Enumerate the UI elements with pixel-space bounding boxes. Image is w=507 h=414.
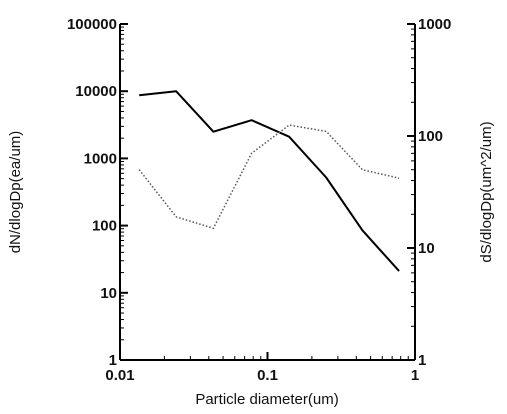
y2-tick-label: 1	[418, 352, 426, 369]
x-tick-label: 1	[411, 367, 419, 384]
y-tick-label: 1000	[84, 150, 117, 167]
x-tick-label: 0.1	[257, 367, 278, 384]
y-tick-label: 100	[92, 218, 117, 235]
minor-ticks	[120, 26, 415, 360]
y-tick-label: 100000	[67, 16, 117, 33]
x-tick-label: 0.01	[105, 367, 134, 384]
series-layer	[138, 90, 400, 272]
x-axis-title: Particle diameter(um)	[195, 391, 338, 408]
series-line-dN	[139, 90, 400, 272]
y2-tick-label: 10	[418, 240, 435, 257]
y-axis-title: dN/dlogDp(ea/um)	[7, 131, 24, 254]
y2-tick-label: 100	[418, 128, 443, 145]
y2-axis-title: dS/dlogDp(um^2/um)	[478, 121, 495, 262]
tick-labels: 1 10 100 1000 10000 100000 1 10 100 1000 0.01 0.1 1	[67, 16, 451, 384]
y-tick-label: 10	[100, 285, 117, 302]
y-tick-label: 10000	[75, 83, 117, 100]
major-ticks	[119, 23, 416, 361]
y-tick-label: 1	[109, 352, 117, 369]
series-line-dS	[138, 124, 400, 230]
y2-tick-label: 1000	[418, 16, 451, 33]
